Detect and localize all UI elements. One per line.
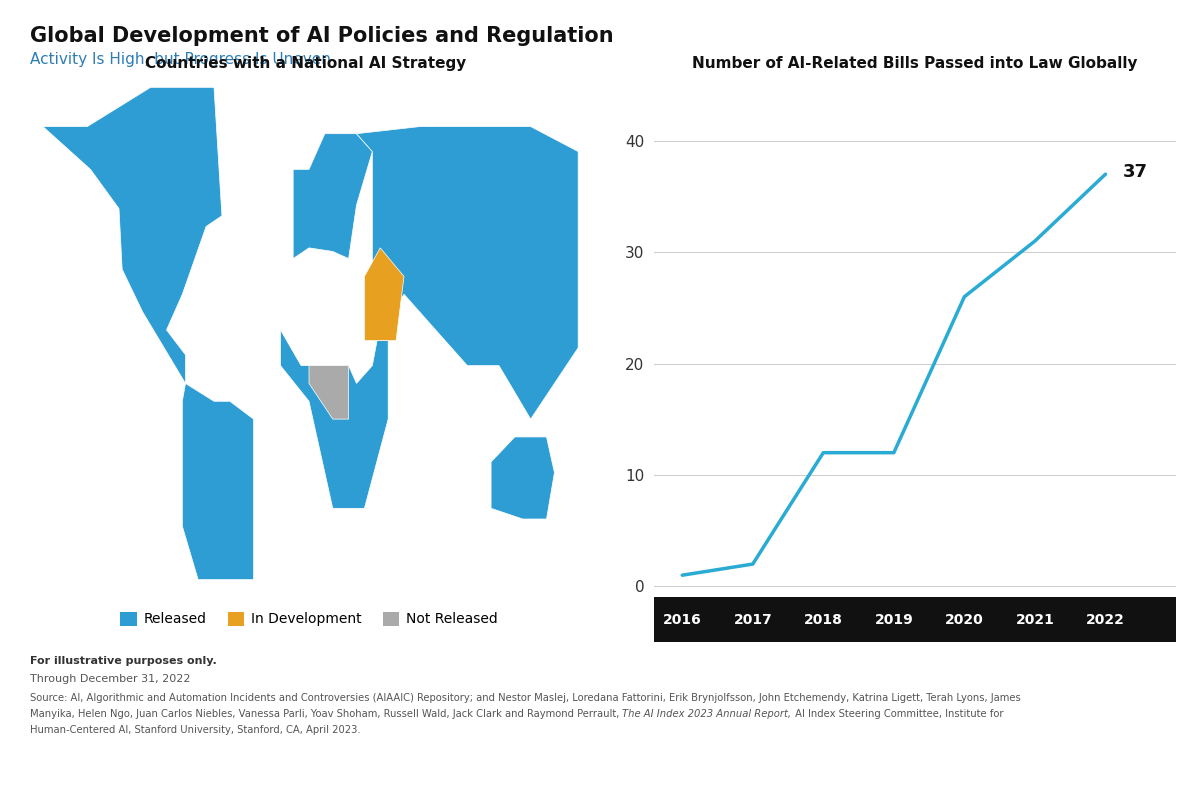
Polygon shape	[43, 87, 222, 383]
Text: 2022: 2022	[1086, 613, 1124, 626]
Text: Activity Is High, but Progress Is Uneven: Activity Is High, but Progress Is Uneven	[30, 52, 331, 67]
Text: Source: AI, Algorithmic and Automation Incidents and Controversies (AIAAIC) Repo: Source: AI, Algorithmic and Automation I…	[30, 693, 1021, 703]
Polygon shape	[356, 127, 578, 419]
Text: Human-Centered AI, Stanford University, Stanford, CA, April 2023.: Human-Centered AI, Stanford University, …	[30, 725, 361, 735]
Legend: Released, In Development, Not Released: Released, In Development, Not Released	[114, 606, 504, 632]
Polygon shape	[310, 366, 348, 419]
Text: Manyika, Helen Ngo, Juan Carlos Niebles, Vanessa Parli, Yoav Shoham, Russell Wal: Manyika, Helen Ngo, Juan Carlos Niebles,…	[30, 709, 623, 719]
Text: For illustrative purposes only.: For illustrative purposes only.	[30, 656, 217, 666]
Text: 37: 37	[1123, 163, 1148, 181]
Text: Global Development of AI Policies and Regulation: Global Development of AI Policies and Re…	[30, 26, 613, 46]
Text: 2021: 2021	[1015, 613, 1055, 626]
Polygon shape	[293, 134, 372, 258]
Text: AI Index Steering Committee, Institute for: AI Index Steering Committee, Institute f…	[792, 709, 1003, 719]
Polygon shape	[281, 330, 388, 508]
Text: 2018: 2018	[804, 613, 842, 626]
Text: 2016: 2016	[662, 613, 702, 626]
Text: The AI Index 2023 Annual Report,: The AI Index 2023 Annual Report,	[623, 709, 792, 719]
Text: 2017: 2017	[733, 613, 772, 626]
Text: Countries with a National AI Strategy: Countries with a National AI Strategy	[145, 55, 467, 71]
Polygon shape	[491, 437, 554, 519]
Text: Through December 31, 2022: Through December 31, 2022	[30, 674, 191, 684]
Polygon shape	[365, 248, 404, 341]
Text: 2020: 2020	[946, 613, 984, 626]
Text: 2019: 2019	[875, 613, 913, 626]
Polygon shape	[182, 383, 253, 580]
Text: Number of AI-Related Bills Passed into Law Globally: Number of AI-Related Bills Passed into L…	[691, 55, 1138, 71]
